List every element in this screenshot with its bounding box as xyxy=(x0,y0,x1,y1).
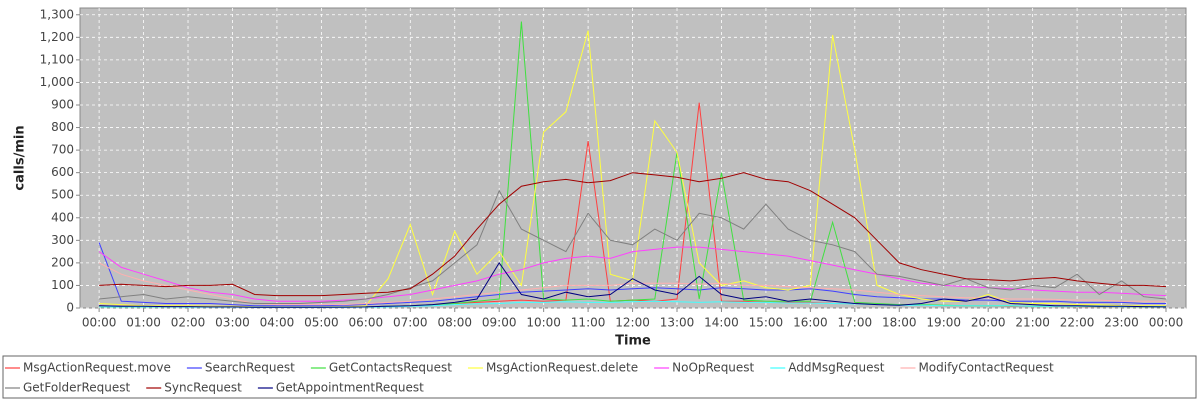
y-tick-label: 900 xyxy=(51,97,74,111)
x-tick-label: 12:00 xyxy=(615,316,650,330)
x-tick-label: 10:00 xyxy=(526,316,561,330)
legend-label: GetContactsRequest xyxy=(329,361,452,375)
y-tick-label: 600 xyxy=(51,165,74,179)
legend-label: SyncRequest xyxy=(164,381,242,395)
x-tick-label: 03:00 xyxy=(215,316,250,330)
series-line xyxy=(98,242,1166,307)
x-tick-label: 17:00 xyxy=(838,316,873,330)
y-tick-label: 300 xyxy=(51,233,74,247)
x-tick-label: 01:00 xyxy=(126,316,161,330)
x-tick-label: 09:00 xyxy=(482,316,517,330)
x-tick-label: 00:00 xyxy=(82,316,117,330)
x-tick-label: 15:00 xyxy=(749,316,784,330)
plot-area xyxy=(79,7,1187,309)
legend-label: SearchRequest xyxy=(205,361,295,375)
x-tick-label: 00:00 xyxy=(1149,316,1184,330)
legend-label: MsgActionRequest.delete xyxy=(486,361,638,375)
legend-label: AddMsgRequest xyxy=(788,361,884,375)
x-axis-title: Time xyxy=(615,334,651,349)
x-tick-label: 19:00 xyxy=(926,316,961,330)
y-tick-label: 100 xyxy=(51,278,74,292)
y-axis-title: calls/min xyxy=(13,125,28,190)
x-tick-label: 20:00 xyxy=(971,316,1006,330)
y-tick-label: 1,300 xyxy=(40,7,74,21)
x-tick-label: 13:00 xyxy=(660,316,695,330)
x-tick-label: 08:00 xyxy=(437,316,472,330)
x-tick-label: 22:00 xyxy=(1060,316,1095,330)
y-tick-label: 400 xyxy=(51,210,74,224)
x-tick-label: 14:00 xyxy=(704,316,739,330)
legend-label: MsgActionRequest.move xyxy=(23,361,171,375)
x-tick-label: 21:00 xyxy=(1015,316,1050,330)
x-tick-label: 16:00 xyxy=(793,316,828,330)
y-tick-label: 200 xyxy=(51,255,74,269)
series-line xyxy=(98,262,1166,306)
y-tick-label: 1,000 xyxy=(40,75,74,89)
series-line xyxy=(99,172,1167,297)
legend-box xyxy=(2,355,1197,399)
x-tick-label: 04:00 xyxy=(260,316,295,330)
y-tick-label: 0 xyxy=(66,301,74,315)
y-tick-label: 1,100 xyxy=(40,52,74,66)
y-tick-label: 800 xyxy=(51,120,74,134)
legend-label: GetAppointmentRequest xyxy=(276,381,424,395)
legend-label: GetFolderRequest xyxy=(23,381,131,395)
x-tick-label: 02:00 xyxy=(171,316,206,330)
series-line xyxy=(99,261,1167,308)
x-tick-label: 23:00 xyxy=(1104,316,1139,330)
series-line xyxy=(99,189,1167,304)
y-tick-label: 700 xyxy=(51,143,74,157)
x-tick-label: 18:00 xyxy=(882,316,917,330)
y-tick-label: 1,200 xyxy=(40,30,74,44)
legend-label: NoOpRequest xyxy=(672,361,754,375)
x-tick-label: 07:00 xyxy=(393,316,428,330)
legend-label: ModifyContactRequest xyxy=(918,361,1053,375)
y-tick-label: 500 xyxy=(51,188,74,202)
x-tick-label: 05:00 xyxy=(304,316,339,330)
x-tick-label: 06:00 xyxy=(349,316,384,330)
x-tick-label: 11:00 xyxy=(571,316,606,330)
